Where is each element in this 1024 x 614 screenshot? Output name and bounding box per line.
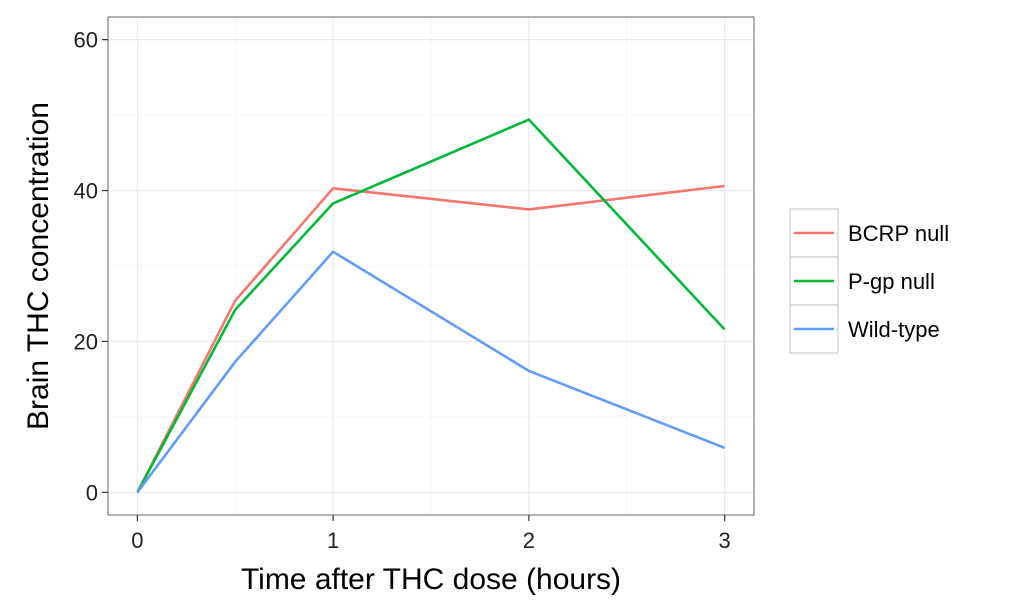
series-lines: [136, 118, 726, 494]
grid: [108, 17, 754, 515]
y-tick-label: 60: [74, 28, 98, 53]
y-tick-label: 20: [74, 329, 98, 354]
y-tick-label: 0: [86, 480, 98, 505]
y-tick-label: 40: [74, 179, 98, 204]
x-axis-title: Time after THC dose (hours): [241, 563, 621, 596]
legend-label: P-gp null: [848, 269, 935, 294]
axis-ticks: 0 1 2 3 0 20 40 60: [74, 28, 731, 553]
series-line-p-gp-null: [136, 118, 726, 494]
x-tick-label: 0: [131, 528, 143, 553]
x-tick-label: 1: [327, 528, 339, 553]
legend: BCRP null P-gp null Wild-type: [789, 208, 949, 354]
x-tick-label: 2: [523, 528, 535, 553]
series-line-wild-type: [136, 250, 726, 494]
plot-panel: [107, 16, 755, 516]
y-axis-title: Brain THC concentration: [22, 102, 55, 430]
legend-label: BCRP null: [848, 221, 949, 246]
x-tick-label: 3: [719, 528, 731, 553]
series-line-bcrp-null: [136, 184, 725, 493]
legend-label: Wild-type: [848, 317, 940, 342]
